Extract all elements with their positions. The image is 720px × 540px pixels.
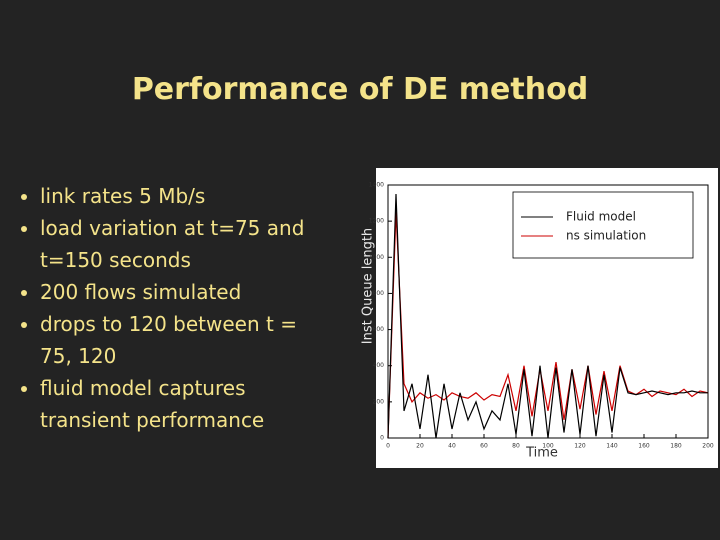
y-axis-label: Inst Queue length	[361, 228, 376, 344]
series-line	[387, 194, 708, 439]
x-tick-label: 120	[574, 443, 586, 450]
x-tick-label: 140	[606, 443, 618, 450]
x-tick-label: 200	[702, 443, 714, 450]
x-tick-label: 80	[512, 443, 520, 450]
x-tick-label: 40	[448, 443, 456, 450]
x-tick-label: 160	[638, 443, 650, 450]
bullet-list: link rates 5 Mb/sload variation at t=75 …	[0, 180, 330, 436]
y-tick-label: 1000	[369, 254, 384, 261]
x-tick-label: 0	[386, 443, 390, 450]
y-tick-label: 0	[380, 435, 384, 442]
x-tick-label: 180	[670, 443, 682, 450]
x-tick-label: 20	[416, 443, 424, 450]
y-tick-label: 1200	[369, 218, 384, 225]
legend-label: Fluid model	[566, 210, 636, 224]
y-tick-label: 400	[373, 362, 385, 369]
y-tick-label: 600	[373, 326, 385, 333]
y-tick-label: 800	[373, 290, 385, 297]
y-tick-label: 200	[373, 398, 385, 405]
bullet: drops to 120 between t = 75, 120	[40, 308, 330, 372]
slide-title: Performance of DE method	[131, 72, 589, 107]
x-tick-label: 100	[542, 443, 554, 450]
legend-box	[512, 191, 694, 259]
bullet: link rates 5 Mb/s	[40, 180, 330, 212]
bullet: load variation at t=75 and t=150 seconds	[40, 212, 330, 276]
legend-label: ns simulation	[566, 229, 646, 243]
x-tick-label: 60	[480, 443, 488, 450]
x-axis-label: Time	[525, 446, 558, 461]
y-tick-label: 1400	[369, 182, 384, 189]
bullet: fluid model captures transient performan…	[40, 372, 330, 436]
bullet: 200 flows simulated	[40, 276, 330, 308]
